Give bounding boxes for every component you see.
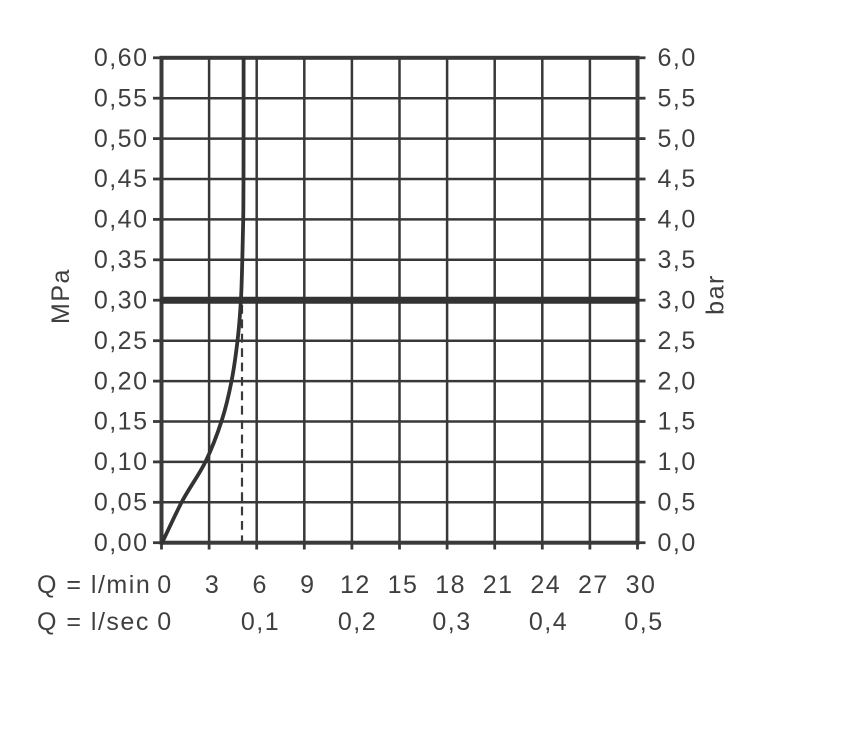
svg-text:0,60: 0,60: [94, 44, 149, 72]
svg-text:0,00: 0,00: [94, 529, 149, 557]
svg-text:0,30: 0,30: [94, 286, 149, 314]
svg-text:15: 15: [388, 571, 419, 599]
svg-text:3: 3: [205, 571, 220, 599]
svg-text:Q = l/sec: Q = l/sec: [37, 608, 150, 636]
svg-text:9: 9: [300, 571, 315, 599]
svg-text:12: 12: [340, 571, 371, 599]
svg-text:0,15: 0,15: [94, 408, 149, 436]
svg-text:0: 0: [157, 608, 172, 636]
svg-text:0,50: 0,50: [94, 125, 149, 153]
svg-text:0,0: 0,0: [658, 529, 697, 557]
svg-text:Q = l/min: Q = l/min: [37, 571, 151, 599]
svg-text:0,3: 0,3: [432, 608, 471, 636]
svg-text:0,2: 0,2: [338, 608, 377, 636]
svg-text:30: 30: [626, 571, 657, 599]
svg-text:0,45: 0,45: [94, 165, 149, 193]
svg-text:6: 6: [252, 571, 267, 599]
svg-text:0,55: 0,55: [94, 84, 149, 112]
svg-text:5,5: 5,5: [658, 84, 697, 112]
svg-text:MPa: MPa: [47, 268, 75, 324]
svg-text:24: 24: [530, 571, 561, 599]
svg-text:1,0: 1,0: [658, 448, 697, 476]
svg-text:0,10: 0,10: [94, 448, 149, 476]
svg-text:1,5: 1,5: [658, 408, 697, 436]
svg-text:3,0: 3,0: [658, 286, 697, 314]
svg-text:0,5: 0,5: [624, 608, 663, 636]
svg-text:5,0: 5,0: [658, 125, 697, 153]
svg-text:0,35: 0,35: [94, 246, 149, 274]
svg-text:0,4: 0,4: [529, 608, 568, 636]
svg-text:18: 18: [435, 571, 466, 599]
svg-text:2,5: 2,5: [658, 327, 697, 355]
svg-text:21: 21: [483, 571, 514, 599]
svg-text:0: 0: [157, 571, 172, 599]
svg-text:2,0: 2,0: [658, 367, 697, 395]
svg-text:0,1: 0,1: [241, 608, 280, 636]
svg-text:4,5: 4,5: [658, 165, 697, 193]
svg-text:0,40: 0,40: [94, 206, 149, 234]
svg-text:0,5: 0,5: [658, 489, 697, 517]
svg-text:bar: bar: [702, 274, 730, 315]
svg-text:0,20: 0,20: [94, 367, 149, 395]
svg-text:0,25: 0,25: [94, 327, 149, 355]
svg-text:6,0: 6,0: [658, 44, 697, 72]
svg-text:27: 27: [578, 571, 609, 599]
svg-text:3,5: 3,5: [658, 246, 697, 274]
svg-text:4,0: 4,0: [658, 206, 697, 234]
svg-text:0,05: 0,05: [94, 489, 149, 517]
